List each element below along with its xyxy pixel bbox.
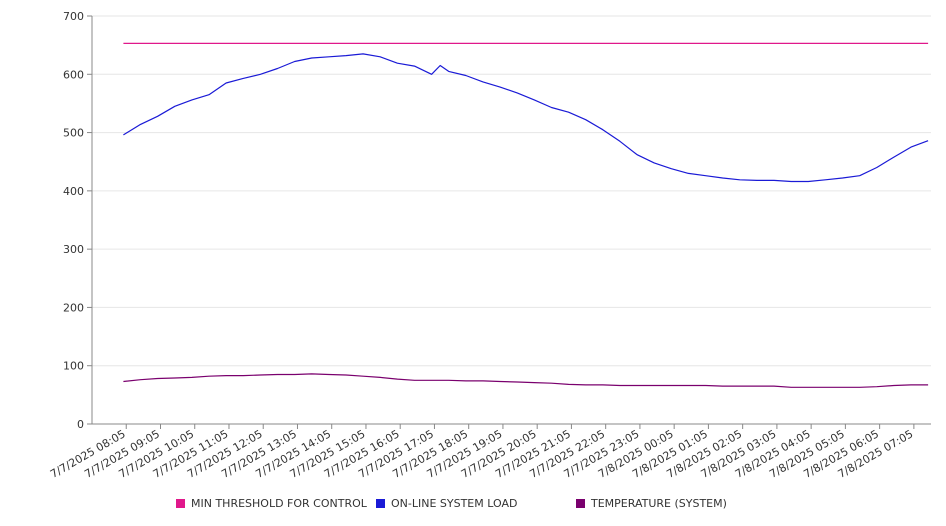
legend-swatch <box>176 499 185 508</box>
legend-label: ON-LINE SYSTEM LOAD <box>391 497 518 510</box>
legend-label: TEMPERATURE (SYSTEM) <box>591 497 727 510</box>
y-tick-label: 400 <box>63 185 84 198</box>
y-tick-label: 700 <box>63 10 84 23</box>
y-tick-label: 100 <box>63 360 84 373</box>
legend-item: MIN THRESHOLD FOR CONTROL <box>176 497 367 510</box>
legend-item: ON-LINE SYSTEM LOAD <box>376 497 517 510</box>
axes <box>87 15 915 429</box>
legend-label: MIN THRESHOLD FOR CONTROL <box>191 497 367 510</box>
series-line-1 <box>123 53 929 183</box>
legend-item: TEMPERATURE (SYSTEM) <box>576 497 727 510</box>
legend: MIN THRESHOLD FOR CONTROL ON-LINE SYSTEM … <box>0 497 946 515</box>
y-tick-labels: 0 100 200 300 400 500 600 700 <box>63 10 84 431</box>
y-tick-label: 200 <box>63 301 84 314</box>
legend-swatch <box>576 499 585 508</box>
legend-swatch <box>376 499 385 508</box>
chart-canvas: 0 100 200 300 400 500 600 700 7/7/2025 08:057/7… <box>48 10 931 481</box>
y-tick-label: 0 <box>77 418 84 431</box>
series-lines <box>123 42 929 388</box>
x-tick-labels: 7/7/2025 08:057/7/2025 09:057/7/2025 10:… <box>48 427 915 481</box>
series-line-2 <box>123 373 929 388</box>
y-tick-label: 600 <box>63 68 84 81</box>
y-tick-label: 300 <box>63 243 84 256</box>
grid-lines <box>92 15 931 425</box>
y-tick-label: 500 <box>63 127 84 140</box>
